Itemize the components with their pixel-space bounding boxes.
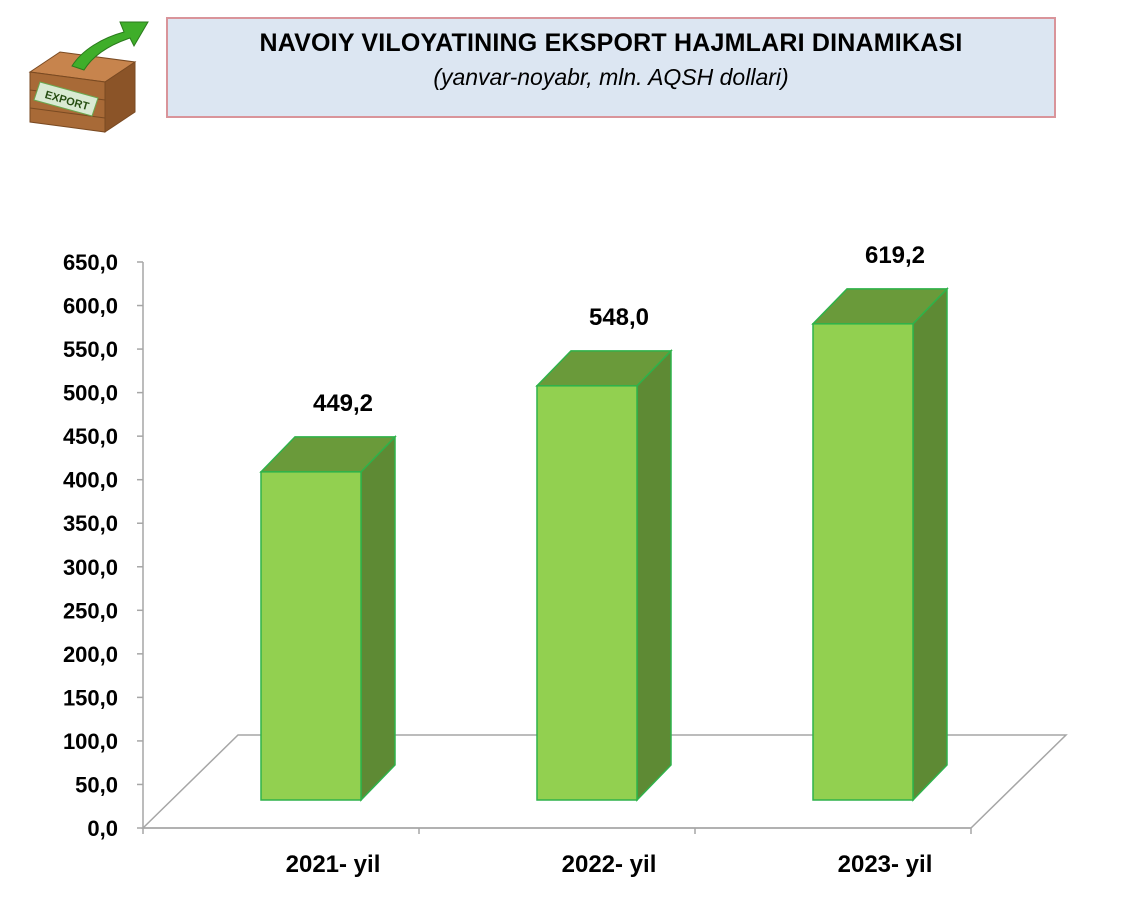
bar-side-face	[912, 286, 948, 802]
chart-subtitle: (yanvar-noyabr, mln. AQSH dollari)	[433, 64, 789, 90]
x-category-label: 2021- yil	[286, 851, 381, 878]
y-tick-label: 100,0	[63, 729, 118, 754]
y-tick-label: 250,0	[63, 598, 118, 623]
y-tick-label: 50,0	[75, 772, 118, 797]
y-tick-label: 600,0	[63, 294, 118, 319]
x-category-label: 2023- yil	[838, 851, 933, 878]
y-tick-label: 550,0	[63, 337, 118, 362]
y-tick-label: 0,0	[87, 816, 118, 841]
x-category-label: 2022- yil	[562, 851, 657, 878]
y-tick-label: 350,0	[63, 511, 118, 536]
bar	[535, 348, 673, 802]
y-tick-label: 300,0	[63, 555, 118, 580]
labels-group: 449,2 2021- yil 548,0 2022- yil 619,2 2023- y…	[286, 242, 933, 878]
bar-side-face	[636, 348, 672, 802]
y-tick-label: 200,0	[63, 642, 118, 667]
y-tick-label: 450,0	[63, 424, 118, 449]
bar-front-face	[812, 323, 914, 801]
y-axis: 0,0 50,0 100,0 150,0 200,0 250,0 300,0 350,0 400…	[63, 250, 972, 841]
y-tick-label: 150,0	[63, 685, 118, 710]
y-tick-label: 500,0	[63, 381, 118, 406]
y-tick-label: 650,0	[63, 250, 118, 275]
chart-title: NAVOIY VILOYATINING EKSPORT HAJMLARI DIN…	[259, 29, 963, 57]
bar	[259, 435, 397, 802]
title-box: NAVOIY VILOYATINING EKSPORT HAJMLARI DIN…	[166, 17, 1056, 118]
export-box-logo: EXPORT	[28, 21, 149, 133]
y-tick-label: 400,0	[63, 468, 118, 493]
bar-side-face	[360, 435, 396, 802]
bar	[811, 286, 949, 802]
bars-group	[259, 286, 949, 802]
data-label: 619,2	[865, 242, 925, 269]
data-label: 548,0	[589, 304, 649, 331]
data-label: 449,2	[313, 390, 373, 417]
bar-front-face	[536, 385, 638, 801]
bar-front-face	[260, 471, 362, 801]
